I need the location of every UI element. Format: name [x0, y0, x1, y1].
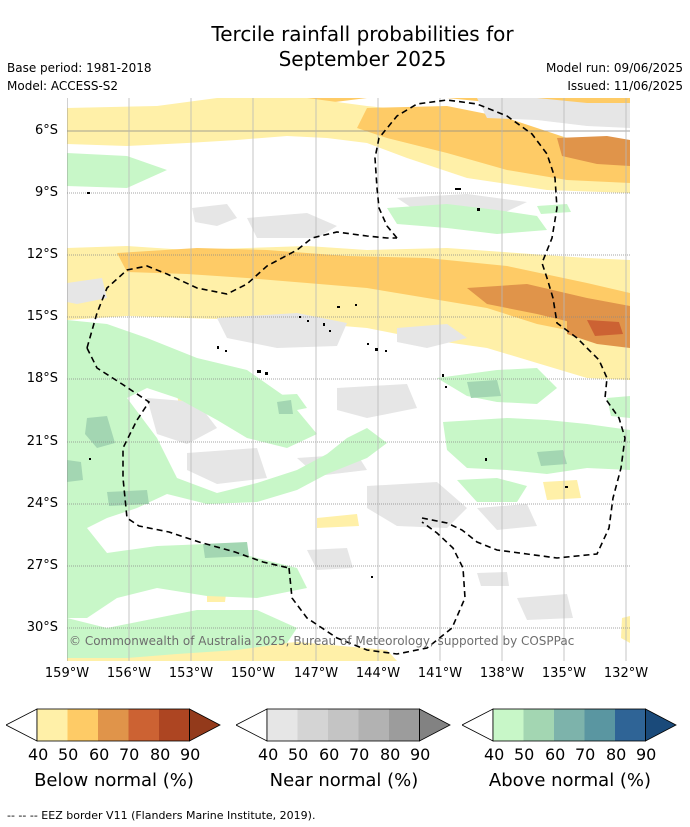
map-title: Tercile rainfall probabilities for Septe…	[0, 22, 690, 72]
legend-above-normal	[461, 708, 678, 746]
lon-label-150w: 150°W	[230, 666, 276, 681]
lat-label-12s: 12°S	[26, 247, 58, 262]
legend-above-bin-2	[523, 709, 554, 741]
lon-label-144w: 144°W	[355, 666, 401, 681]
title-line-2: September 2025	[278, 47, 447, 71]
legend-near-bin-3	[328, 709, 359, 741]
legend-above-bin-1	[493, 709, 524, 741]
lon-label-135w: 135°W	[541, 666, 587, 681]
lat-label-21s: 21°S	[26, 434, 58, 449]
legend-below-tick-80: 80	[150, 745, 171, 764]
lat-label-15s: 15°S	[26, 309, 58, 324]
legend-near-tick-40: 40	[258, 745, 279, 764]
gridlines	[66, 98, 630, 661]
legend-below-tick-40: 40	[28, 745, 49, 764]
lat-label-6s: 6°S	[34, 123, 58, 138]
model-name: Model: ACCESS-S2	[7, 79, 119, 93]
model-run: Model run: 09/06/2025	[545, 61, 683, 75]
legend-above-tick-60: 60	[545, 745, 566, 764]
legend-above-tick-80: 80	[606, 745, 627, 764]
lon-label-132w: 132°W	[603, 666, 649, 681]
legend-near-colorbar	[235, 708, 451, 742]
legend-below-bin-3	[98, 709, 129, 741]
legend-below-title: Below normal (%)	[34, 770, 194, 791]
legend-near-bin-4	[358, 709, 389, 741]
legend-below-tick-50: 50	[58, 745, 79, 764]
legend-below-tick-90: 90	[180, 745, 201, 764]
legend-above-tick-90: 90	[636, 745, 657, 764]
lon-label-141w: 141°W	[417, 666, 463, 681]
legend-near-tick-80: 80	[380, 745, 401, 764]
map-svg	[66, 98, 630, 661]
legend-near-title: Near normal (%)	[269, 770, 419, 791]
legend-near-bin-2	[297, 709, 328, 741]
eez-footnote: -- -- -- EEZ border V11 (Flanders Marine…	[7, 809, 316, 822]
legend-below-tick-70: 70	[119, 745, 140, 764]
lat-label-27s: 27°S	[26, 558, 58, 573]
eez-borders	[86, 99, 626, 655]
legend-above-bin-4	[584, 709, 615, 741]
lat-label-24s: 24°S	[26, 496, 58, 511]
legend-above-tick-50: 50	[514, 745, 535, 764]
legend-near-tick-60: 60	[319, 745, 340, 764]
legend-above-low-arrow	[461, 708, 494, 742]
legend-near-bin-5	[389, 709, 420, 741]
issued-date: Issued: 11/06/2025	[567, 79, 683, 93]
lon-label-153w: 153°W	[168, 666, 214, 681]
legend-below-bin-5	[159, 709, 190, 741]
meta-right: Model run: 09/06/2025 Issued: 11/06/2025	[546, 59, 683, 95]
legend-above-high-arrow	[645, 708, 677, 742]
legend-near-tick-90: 90	[410, 745, 431, 764]
legend-above-colorbar	[461, 708, 677, 742]
lat-label-18s: 18°S	[26, 371, 58, 386]
legend-below-low-arrow	[5, 708, 38, 742]
legend-near-bin-1	[267, 709, 298, 741]
legend-below-normal	[5, 708, 222, 746]
lon-label-138w: 138°W	[479, 666, 525, 681]
title-line-1: Tercile rainfall probabilities for	[211, 22, 514, 46]
legend-near-tick-70: 70	[349, 745, 370, 764]
lon-label-156w: 156°W	[106, 666, 152, 681]
legend-near-normal	[235, 708, 452, 746]
legend-above-title: Above normal (%)	[488, 770, 652, 791]
legend-above-bin-3	[554, 709, 585, 741]
meta-left: Base period: 1981-2018 Model: ACCESS-S2	[7, 59, 152, 95]
legend-below-bin-1	[37, 709, 68, 741]
islands	[87, 188, 568, 578]
above-normal-strong-areas	[67, 380, 567, 558]
legend-below-high-arrow	[189, 708, 221, 742]
legend-below-tick-60: 60	[89, 745, 110, 764]
legend-near-high-arrow	[419, 708, 451, 742]
copyright-notice: © Commonwealth of Australia 2025, Bureau…	[69, 634, 575, 648]
legend-above-tick-40: 40	[484, 745, 505, 764]
legend-above-tick-70: 70	[575, 745, 596, 764]
lat-label-9s: 9°S	[34, 185, 58, 200]
legend-below-bin-2	[67, 709, 98, 741]
lat-label-30s: 30°S	[26, 620, 58, 635]
legend-near-tick-50: 50	[288, 745, 309, 764]
probability-map	[66, 98, 630, 661]
legend-above-bin-5	[615, 709, 646, 741]
legend-below-colorbar	[5, 708, 221, 742]
below-normal-areas	[67, 98, 630, 661]
lon-label-159w: 159°W	[44, 666, 90, 681]
base-period: Base period: 1981-2018	[7, 61, 152, 75]
legend-near-low-arrow	[235, 708, 268, 742]
legend-below-bin-4	[128, 709, 159, 741]
lon-label-147w: 147°W	[293, 666, 339, 681]
